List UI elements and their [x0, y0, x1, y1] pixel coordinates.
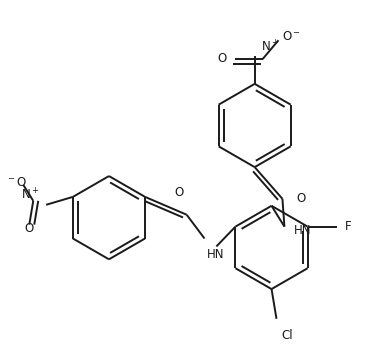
Text: HN: HN [206, 248, 224, 261]
Text: HN: HN [294, 224, 312, 237]
Text: Cl: Cl [282, 329, 293, 342]
Text: O: O [174, 186, 183, 199]
Text: O: O [218, 52, 227, 64]
Text: O: O [296, 192, 305, 205]
Text: N$^+$: N$^+$ [260, 39, 279, 54]
Text: F: F [345, 220, 352, 233]
Text: $^-$O: $^-$O [6, 177, 27, 190]
Text: O$^-$: O$^-$ [282, 30, 302, 43]
Text: O: O [24, 222, 33, 235]
Text: N$^+$: N$^+$ [21, 187, 39, 203]
